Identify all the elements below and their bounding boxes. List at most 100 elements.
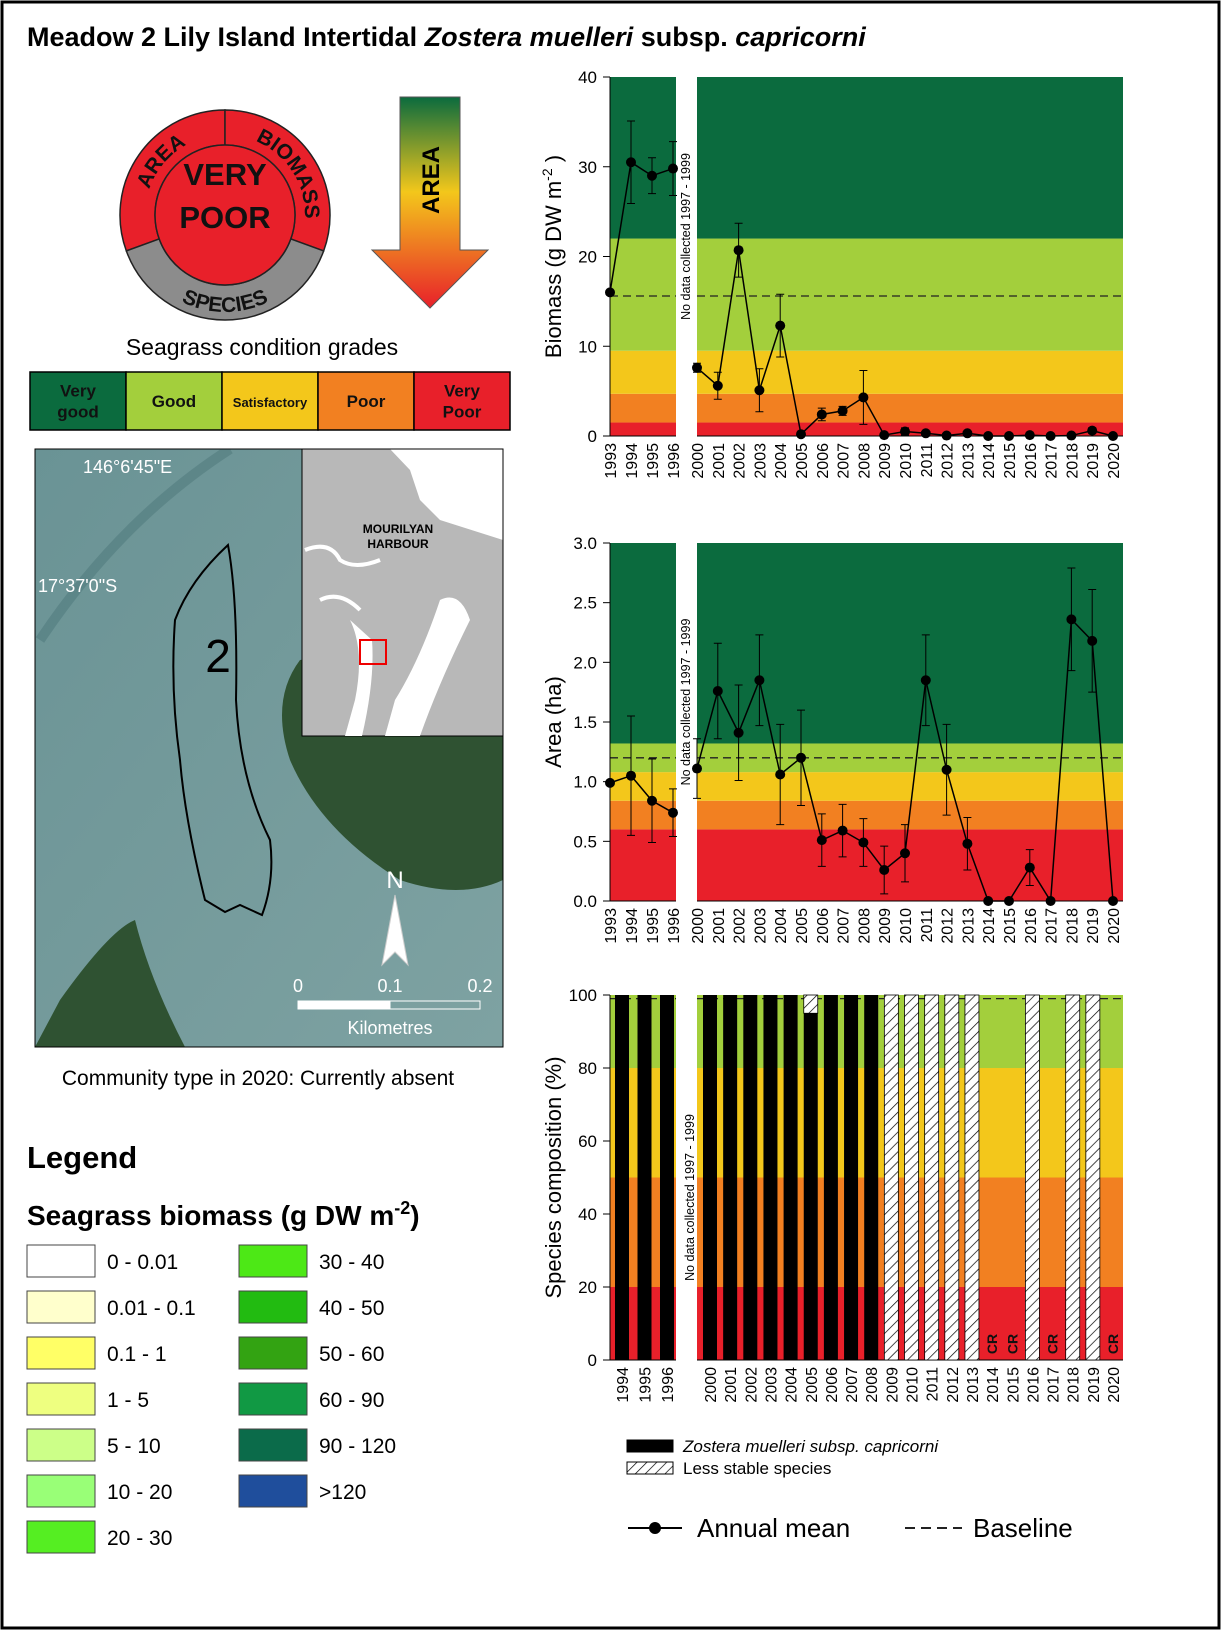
legend-label: 50 - 60 — [319, 1343, 384, 1366]
legend-label: Less stable species — [683, 1459, 831, 1478]
data-point — [900, 848, 910, 858]
legend-label: >120 — [319, 1481, 366, 1504]
grades-title: Seagrass condition grades — [126, 334, 398, 360]
title-variety: capricorni — [735, 22, 866, 52]
x-tick-label: 2007 — [844, 1367, 861, 1403]
data-point — [647, 171, 657, 181]
grade-band — [610, 772, 676, 801]
x-tick-label: 2002 — [743, 1367, 760, 1403]
grade-label: Poor — [347, 392, 386, 411]
legend-subtitle-end: ) — [410, 1200, 419, 1231]
y-tick-label: 30 — [578, 158, 597, 177]
x-tick-label: 2004 — [784, 1367, 801, 1403]
y-tick-label: 80 — [578, 1059, 597, 1078]
scale-label: 0 — [293, 976, 303, 996]
y-label-text: Species composition (%) — [541, 1056, 566, 1298]
scale-bar — [298, 1001, 390, 1009]
data-point — [713, 381, 723, 391]
legend-marker — [649, 1522, 661, 1534]
data-point — [817, 835, 827, 845]
x-tick-label: 2019 — [1085, 443, 1102, 479]
title-text: Meadow 2 Lily Island Intertidal — [27, 22, 417, 52]
legend-swatch — [27, 1245, 95, 1277]
grade-band — [697, 239, 1123, 351]
data-point — [647, 796, 657, 806]
data-point — [692, 363, 702, 373]
legend-label: Zostera muelleri subsp. capricorni — [682, 1437, 939, 1456]
y-tick-label: 3.0 — [573, 534, 597, 553]
caption: Community type in 2020: Currently absent — [62, 1067, 454, 1090]
report-card: AREABIOMASSSPECIESVERYPOOR — [120, 110, 330, 320]
x-tick-label: 2014 — [985, 1367, 1002, 1403]
category-note: CR — [1105, 1334, 1121, 1354]
y-tick-label: 2.5 — [573, 594, 597, 613]
x-tick-label: 2015 — [1002, 908, 1019, 944]
x-tick-label: 2005 — [794, 908, 811, 944]
legend-swatch — [239, 1383, 307, 1415]
data-point — [1066, 614, 1076, 624]
data-point — [1046, 896, 1056, 906]
bar-segment — [864, 995, 878, 1360]
y-axis-label: Biomass (g DW m-2 ) — [539, 155, 566, 358]
grade-band — [610, 829, 676, 901]
data-point — [775, 770, 785, 780]
x-tick-label: 2003 — [763, 1367, 780, 1403]
x-tick-label: 2007 — [836, 443, 853, 479]
y-label-sup: -2 — [539, 168, 555, 181]
data-point — [796, 753, 806, 763]
x-tick-label: 2018 — [1064, 908, 1081, 944]
y-label-end: ) — [541, 155, 566, 168]
x-tick-label: 2009 — [884, 1367, 901, 1403]
x-tick-label: 2008 — [856, 443, 873, 479]
grade-band — [697, 829, 1123, 901]
y-label-text: Area (ha) — [541, 676, 566, 768]
legend-swatch — [239, 1245, 307, 1277]
data-point — [605, 287, 615, 297]
x-tick-label: 2011 — [919, 443, 936, 478]
data-point — [1108, 431, 1118, 441]
x-tick-label: 2009 — [877, 443, 894, 479]
x-tick-label: 1994 — [615, 1367, 632, 1403]
data-point — [858, 392, 868, 402]
bar-segment — [703, 995, 717, 1360]
data-point — [942, 431, 952, 441]
category-note: CR — [1045, 1334, 1061, 1354]
data-point — [605, 778, 615, 788]
x-tick-label: 2000 — [703, 1367, 720, 1403]
x-tick-label: 2014 — [981, 908, 998, 944]
data-point — [1066, 431, 1076, 441]
x-tick-label: 2015 — [1005, 1367, 1022, 1403]
data-point — [796, 429, 806, 439]
y-tick-label: 20 — [578, 1278, 597, 1297]
biomass-legend: 0 - 0.010.01 - 0.10.1 - 11 - 55 - 1010 -… — [27, 1245, 396, 1553]
longitude-label: 146°6'45"E — [83, 457, 172, 477]
data-point — [754, 385, 764, 395]
data-point — [921, 428, 931, 438]
legend-swatch — [239, 1475, 307, 1507]
grade-band — [610, 543, 676, 743]
bar-segment — [1025, 995, 1039, 1360]
bar-segment — [615, 995, 629, 1360]
figure: Meadow 2 Lily Island Intertidal Zostera … — [0, 0, 1221, 1630]
data-point — [879, 865, 889, 875]
x-tick-label: 2005 — [794, 443, 811, 479]
data-point — [1087, 636, 1097, 646]
grade-band — [610, 239, 676, 351]
y-tick-label: 100 — [569, 986, 597, 1005]
x-tick-label: 2011 — [925, 1367, 942, 1402]
bar-segment — [743, 995, 757, 1360]
grade-band — [697, 394, 1123, 423]
y-tick-label: 60 — [578, 1132, 597, 1151]
x-tick-label: 2019 — [1085, 908, 1102, 944]
data-point — [1025, 430, 1035, 440]
legend-swatch — [239, 1429, 307, 1461]
legend-subtitle: Seagrass biomass (g DW m-2) — [27, 1198, 420, 1231]
data-point — [713, 686, 723, 696]
legend-label: 10 - 20 — [107, 1481, 172, 1504]
legend-swatch — [27, 1383, 95, 1415]
x-tick-label: 2004 — [773, 908, 790, 944]
annotation: No data collected 1997 - 1999 — [679, 153, 693, 320]
legend-label: 40 - 50 — [319, 1297, 384, 1320]
legend-swatch — [239, 1337, 307, 1369]
x-tick-label: 2020 — [1106, 1367, 1123, 1403]
